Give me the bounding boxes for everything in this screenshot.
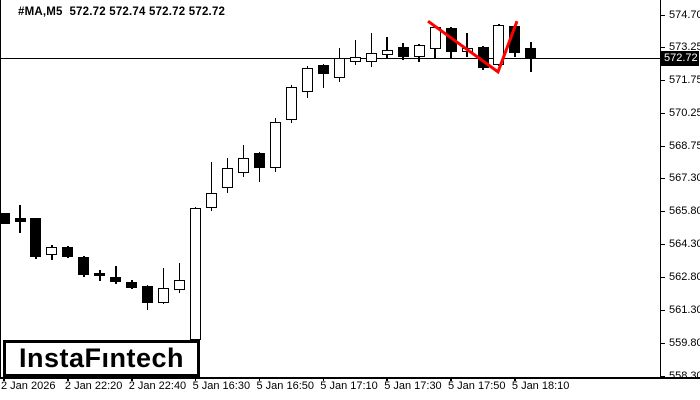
x-tick	[131, 377, 133, 381]
candle-body-bullish	[174, 279, 186, 290]
candle-body-bearish	[62, 246, 74, 257]
candle-body-bullish	[493, 24, 505, 65]
x-tick	[450, 377, 452, 381]
candle-body-bullish	[365, 52, 377, 63]
candle-body-bullish	[190, 208, 202, 341]
x-tick-label: 5 Jan 17:50	[448, 380, 506, 392]
y-tick-label: 568.75	[669, 139, 700, 152]
y-tick-label: 558.30	[669, 370, 700, 383]
candle-wick	[354, 40, 356, 65]
y-tick	[661, 145, 665, 147]
trendline-layer	[427, 19, 519, 75]
y-tick-label: 574.70	[669, 8, 700, 21]
x-tick-label: 2 Jan 2026	[1, 380, 56, 392]
candle-wick	[178, 263, 181, 293]
candle-body-bearish	[126, 282, 138, 288]
candle-body-bullish	[238, 158, 249, 173]
candle-body-bearish	[525, 48, 537, 59]
candle-body-bullish	[222, 168, 233, 189]
y-tick	[661, 112, 665, 114]
instafintech-logo: InstaFıntech	[3, 340, 200, 377]
y-tick-label: 559.80	[669, 337, 700, 350]
y-tick-label: 567.30	[669, 171, 700, 184]
current-price-line	[0, 58, 660, 60]
price-scale-axis-line	[660, 0, 661, 377]
x-tick	[3, 377, 5, 381]
x-tick-label: 5 Jan 16:50	[256, 380, 315, 392]
candle-body-bullish	[269, 122, 281, 169]
x-tick-label: 5 Jan 17:30	[384, 380, 442, 392]
y-tick	[661, 177, 665, 179]
candle-body-bullish	[349, 56, 361, 63]
candle-body-bullish	[381, 50, 393, 55]
candle-wick	[162, 267, 165, 305]
x-tick-label: 2 Jan 22:40	[128, 380, 187, 392]
y-tick	[661, 14, 665, 16]
candle-body-bearish	[30, 218, 42, 257]
candle-body-bearish	[254, 152, 265, 169]
candle-body-bullish	[206, 192, 218, 208]
candle-wick	[466, 32, 468, 57]
chart-title: #MA,M5 572.72 572.74 572.72 572.72	[18, 6, 225, 18]
candle-body-bearish	[94, 273, 106, 277]
candle-body-bearish	[0, 212, 10, 224]
y-tick	[661, 79, 665, 81]
y-tick	[661, 210, 665, 212]
instafintech-logo-text: InstaFıntech	[18, 343, 185, 373]
time-scale-axis-line	[0, 377, 700, 379]
candle-wick	[386, 37, 388, 59]
y-tick	[661, 46, 665, 48]
y-tick	[661, 343, 665, 345]
candle-wick	[115, 265, 117, 285]
x-tick-label: 2 Jan 22:20	[64, 380, 123, 392]
y-tick-label: 565.80	[669, 204, 700, 217]
symbol-period-label: #MA,M5	[18, 6, 63, 18]
x-tick-label: 5 Jan 16:30	[192, 380, 251, 392]
y-tick-label: 573.25	[669, 40, 700, 53]
candles-layer	[0, 23, 537, 342]
candle-body-bearish	[110, 276, 122, 282]
candle-wick	[322, 63, 325, 88]
red-trendline[interactable]	[427, 19, 519, 75]
x-tick	[194, 377, 197, 381]
y-tick	[661, 310, 665, 312]
x-tick-label: 5 Jan 17:10	[320, 380, 378, 392]
candle-body-bullish	[285, 86, 297, 120]
candle-body-bearish	[142, 286, 154, 303]
candle-body-bullish	[301, 67, 313, 93]
chart-left-border	[0, 0, 1, 377]
x-tick	[386, 377, 388, 381]
x-tick	[514, 377, 516, 381]
candle-body-bullish	[413, 44, 425, 57]
x-tick	[67, 377, 69, 381]
candle-body-bullish	[46, 246, 58, 256]
y-tick-label: 564.30	[669, 238, 700, 250]
candle-body-bearish	[14, 218, 26, 223]
candle-body-bearish	[78, 256, 90, 276]
y-tick-label: 571.75	[669, 73, 700, 86]
x-tick	[322, 377, 325, 381]
candle-wick	[370, 32, 372, 67]
y-tick	[661, 244, 665, 245]
candle-body-bullish	[333, 58, 345, 78]
candle-wick	[210, 161, 213, 212]
y-tick-label: 570.25	[669, 106, 700, 119]
y-tick	[661, 277, 665, 279]
y-tick-label: 562.80	[669, 271, 700, 284]
candle-body-bearish	[397, 47, 409, 57]
current-price-label: 572.72	[660, 51, 699, 67]
x-tick-label: 5 Jan 18:10	[511, 380, 570, 392]
candle-body-bearish	[317, 64, 329, 75]
x-tick	[258, 377, 261, 381]
candle-body-bullish	[158, 287, 170, 303]
ohlc-quote-label: 572.72 572.74 572.72 572.72	[69, 6, 226, 18]
chart-area[interactable]	[0, 0, 660, 377]
y-tick	[661, 376, 665, 378]
y-tick-label: 561.30	[669, 304, 700, 317]
